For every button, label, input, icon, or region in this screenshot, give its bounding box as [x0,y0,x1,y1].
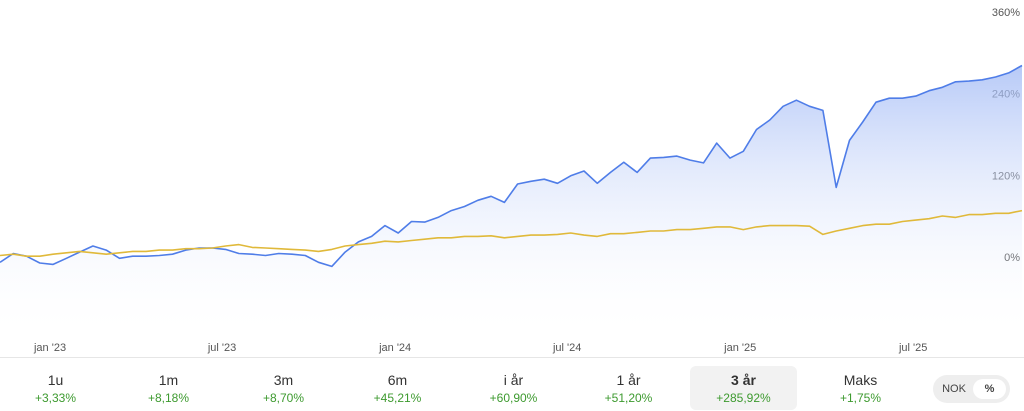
period-label: 3m [273,372,294,388]
series-line [0,64,1023,268]
x-tick-label: jul '25 [898,342,927,354]
x-tick-label: jan '23 [33,342,66,354]
period-return: +1,75% [839,391,882,405]
period-label: 6m [387,372,408,388]
period-tab[interactable]: 1u +3,33% [2,366,109,410]
x-tick-label: jan '24 [378,342,411,354]
unit-toggle: NOK% [933,375,1010,403]
period-label: 1u [47,372,64,388]
period-return: +8,70% [262,391,305,405]
period-tabs: 1u +3,33% 1m +8,18% 3m +8,70% 6m +45,21% i år +60… [0,358,920,411]
period-return: +60,90% [489,391,538,405]
toggle-option[interactable]: NOK [942,383,966,395]
period-label: Maks [843,372,878,388]
period-label: 1m [158,372,179,388]
period-label: 3 år [731,372,756,388]
period-tab[interactable]: 6m +45,21% [344,366,451,410]
x-tick-label: jul '23 [207,342,236,354]
toggle-option[interactable]: % [973,379,1006,399]
period-return: +285,92% [716,391,771,405]
period-return: +8,18% [147,391,190,405]
period-tab[interactable]: Maks +1,75% [807,366,914,410]
period-tab[interactable]: i år +60,90% [460,366,567,410]
series-area [0,65,1022,340]
period-tab[interactable]: 3 år +285,92% [690,366,797,410]
period-tab[interactable]: 1m +8,18% [115,366,222,410]
period-return: +3,33% [34,391,77,405]
period-tab[interactable]: 1 år +51,20% [575,366,682,410]
series-line [0,209,1023,257]
y-tick-label: 360% [992,7,1020,19]
x-tick-label: jul '24 [552,342,581,354]
period-return: +45,21% [373,391,422,405]
x-tick-label: jan '25 [723,342,756,354]
period-label: i år [503,372,524,388]
period-label: 1 år [616,372,641,388]
period-tab[interactable]: 3m +8,70% [230,366,337,410]
period-return: +51,20% [604,391,653,405]
